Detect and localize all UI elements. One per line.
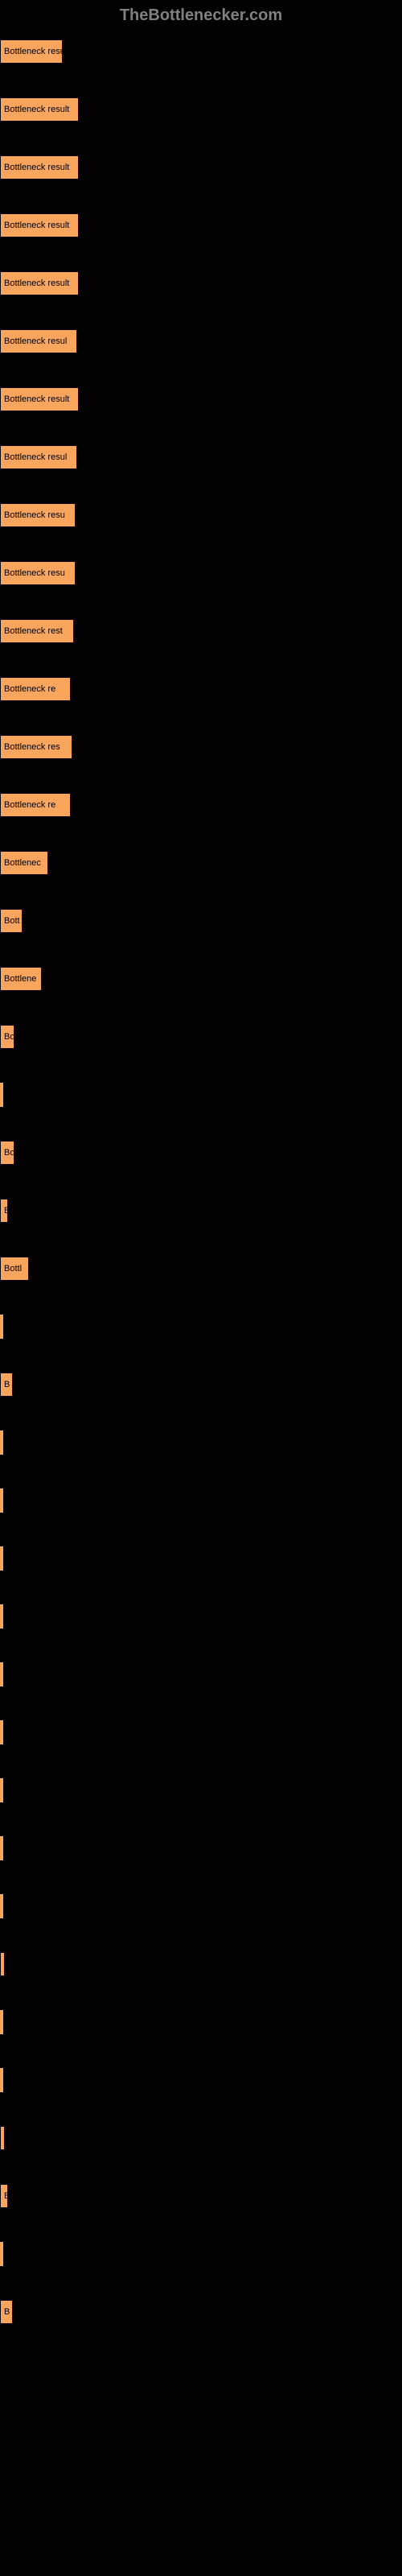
bar-row: Bottleneck result: [0, 155, 402, 180]
bar: Bottleneck result: [0, 97, 79, 122]
bar-row: Bottleneck resu: [0, 503, 402, 527]
bar: B: [0, 1373, 13, 1397]
bar-row: [0, 1430, 402, 1455]
bar: [0, 1315, 3, 1339]
bar-row: Bottlenec: [0, 851, 402, 875]
bar-row: [0, 1778, 402, 1802]
site-header: TheBottlenecker.com: [0, 0, 402, 31]
bar-row: [0, 2068, 402, 2092]
bar: [0, 1836, 3, 1860]
bar: Bottleneck res: [0, 735, 72, 759]
bar: Bottleneck result: [0, 155, 79, 180]
bar: Bottleneck result: [0, 387, 79, 411]
bar-row: Bottleneck rest: [0, 619, 402, 643]
bar-row: [0, 1720, 402, 1744]
bar: [0, 1604, 3, 1629]
bar: [0, 1546, 3, 1571]
bar-row: Bottleneck resul: [0, 445, 402, 469]
bar-row: B: [0, 2300, 402, 2324]
bar-row: B: [0, 1199, 402, 1223]
bar-row: Bottleneck result: [0, 39, 402, 64]
bar-row: B: [0, 1373, 402, 1397]
bar: Bottleneck resul: [0, 445, 77, 469]
bar-row: [0, 1546, 402, 1571]
bar-row: Bo: [0, 1025, 402, 1049]
bar-row: [0, 1315, 402, 1339]
bar-row: Bo: [0, 1141, 402, 1165]
bar: Bottleneck result: [0, 213, 79, 237]
bar: Bottlenec: [0, 851, 48, 875]
bar-chart: Bottleneck result Bottleneck result Bottle…: [0, 31, 402, 2366]
bar: Bo: [0, 1025, 14, 1049]
bar: Bottleneck result: [0, 271, 79, 295]
bar-row: Bottleneck resul: [0, 329, 402, 353]
bar: Bottleneck resul: [0, 329, 77, 353]
bar: Bottlene: [0, 967, 42, 991]
bar-row: Bottleneck result: [0, 271, 402, 295]
bar: [0, 1952, 5, 1976]
bar: Bottleneck re: [0, 677, 71, 701]
bar-row: [0, 1662, 402, 1686]
bar-row: Bottleneck res: [0, 735, 402, 759]
bar-row: B: [0, 2184, 402, 2208]
bar: [0, 1662, 3, 1686]
bar-row: [0, 2010, 402, 2034]
bar: Bottleneck result: [0, 39, 63, 64]
bar-row: Bottleneck re: [0, 793, 402, 817]
bar: Bottleneck resu: [0, 561, 76, 585]
bar-row: Bott: [0, 909, 402, 933]
bar-row: [0, 2242, 402, 2266]
bar: [0, 2126, 5, 2150]
bar-row: Bottl: [0, 1257, 402, 1281]
bar-row: [0, 1083, 402, 1107]
bar: [0, 2010, 3, 2034]
bar: [0, 1778, 3, 1802]
bar: B: [0, 2300, 13, 2324]
bar-row: [0, 1894, 402, 1918]
bar: [0, 1894, 3, 1918]
bar: [0, 1720, 3, 1744]
bar-row: Bottleneck re: [0, 677, 402, 701]
bar: Bott: [0, 909, 23, 933]
bar: Bottleneck re: [0, 793, 71, 817]
bar: [0, 1488, 3, 1513]
bar-row: Bottleneck result: [0, 97, 402, 122]
bar-row: Bottleneck result: [0, 213, 402, 237]
bar-row: [0, 2126, 402, 2150]
bar-row: [0, 1604, 402, 1629]
bar: Bottl: [0, 1257, 29, 1281]
bar: [0, 2242, 3, 2266]
bar-row: [0, 1488, 402, 1513]
bar: Bottleneck rest: [0, 619, 74, 643]
bar-row: Bottleneck resu: [0, 561, 402, 585]
bar: Bo: [0, 1141, 14, 1165]
bar: [0, 2068, 3, 2092]
bar: B: [0, 2184, 8, 2208]
bar-row: [0, 1952, 402, 1976]
bar: [0, 1430, 3, 1455]
bar-row: [0, 1836, 402, 1860]
bar-row: Bottlene: [0, 967, 402, 991]
bar: B: [0, 1199, 8, 1223]
bar: [0, 1083, 3, 1107]
bar-row: Bottleneck result: [0, 387, 402, 411]
bar: Bottleneck resu: [0, 503, 76, 527]
